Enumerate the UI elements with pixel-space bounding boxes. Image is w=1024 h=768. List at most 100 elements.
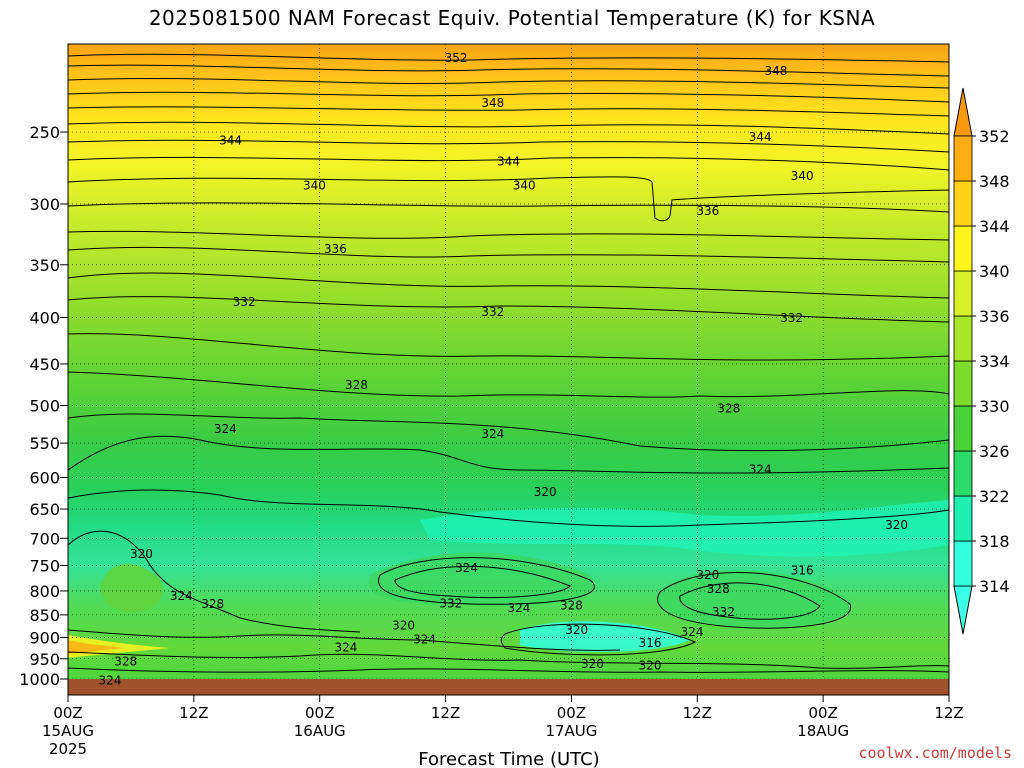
field-features xyxy=(68,500,949,658)
x-tick-label: 12Z xyxy=(179,704,208,722)
x-tick-label: 00Z xyxy=(53,704,82,722)
contour-label: 324 xyxy=(334,640,357,654)
contour-label: 340 xyxy=(303,179,326,193)
colorbar-tick-label: 344 xyxy=(979,217,1010,236)
contour-line xyxy=(68,435,949,474)
contour-label: 324 xyxy=(413,633,436,647)
x-tick-date: 16AUG xyxy=(294,722,346,740)
plot-area xyxy=(68,44,949,679)
y-tick-label: 1000 xyxy=(19,670,60,689)
contour-label: 324 xyxy=(749,462,772,476)
contour-label: 324 xyxy=(214,422,237,436)
contour-label: 320 xyxy=(581,657,604,671)
x-tick-label: 12Z xyxy=(683,704,712,722)
contour-line xyxy=(68,202,949,213)
contour-label: 332 xyxy=(780,311,803,325)
contour-line xyxy=(68,139,949,153)
colorbar-tick-label: 340 xyxy=(979,262,1010,281)
contour-line xyxy=(68,333,949,361)
contour-label: 328 xyxy=(114,654,137,668)
contour-line xyxy=(68,106,949,117)
orange-core-left xyxy=(68,640,125,654)
y-tick-label: 700 xyxy=(29,529,60,548)
y-tick-label: 450 xyxy=(29,355,60,374)
contour-line xyxy=(68,272,949,299)
x-tick-year: 2025 xyxy=(49,740,87,758)
contour-line xyxy=(68,629,621,651)
contour-line xyxy=(68,121,949,135)
x-tick-date: 15AUG xyxy=(42,722,94,740)
green-region-low xyxy=(368,552,595,606)
y-tick-label: 350 xyxy=(29,256,60,275)
x-tick-date: 18AUG xyxy=(797,722,849,740)
colorbar-band xyxy=(953,270,973,317)
contour-line xyxy=(68,64,949,77)
colorbar-band xyxy=(953,180,973,227)
contour-line xyxy=(500,623,697,656)
colorbar-tick-label: 334 xyxy=(979,352,1010,371)
contour-label: 324 xyxy=(98,673,121,687)
contour-line xyxy=(68,156,949,171)
x-tick-label: 00Z xyxy=(808,704,837,722)
colorbar-tick-label: 326 xyxy=(979,442,1010,461)
contour-line xyxy=(679,582,821,620)
y-tick-label: 600 xyxy=(29,468,60,487)
contour-line xyxy=(68,371,949,398)
yellow-core-left xyxy=(68,635,170,658)
contour-line xyxy=(657,572,851,629)
contour-label: 316 xyxy=(791,564,814,578)
contour-label: 336 xyxy=(324,242,347,256)
contour-line xyxy=(378,557,595,605)
colorbar-band xyxy=(953,540,973,587)
x-tick-label: 12Z xyxy=(431,704,460,722)
contour-label: 320 xyxy=(639,658,662,672)
contour-label: 324 xyxy=(508,601,531,615)
x-tick-label: 12Z xyxy=(934,704,963,722)
contour-label: 352 xyxy=(445,51,468,65)
y-axis: 250 300 350 400 450 500 550 600 650 700 750 800 850 9… xyxy=(19,123,68,689)
contour-label: 344 xyxy=(497,154,520,168)
colorbar-tick-label: 330 xyxy=(979,397,1010,416)
contour-line xyxy=(68,53,949,63)
colorbar-band xyxy=(953,225,973,272)
contour-label: 332 xyxy=(712,605,735,619)
contour-label: 324 xyxy=(481,427,504,441)
contour-label: 316 xyxy=(639,636,662,650)
y-tick-label: 800 xyxy=(29,582,60,601)
plot-frame xyxy=(67,43,950,696)
contour-label: 328 xyxy=(717,401,740,415)
contour-line xyxy=(68,667,949,673)
contour-label: 324 xyxy=(455,561,478,575)
contour-lines xyxy=(68,53,949,673)
contour-line xyxy=(68,296,949,323)
cyan-region-mid xyxy=(420,500,949,557)
contour-line xyxy=(68,246,949,263)
contour-label: 340 xyxy=(513,179,536,193)
contour-line xyxy=(68,489,949,527)
colorbar-tick-label: 348 xyxy=(979,172,1010,191)
colorbar-band xyxy=(953,405,973,452)
colorbar-over-arrow xyxy=(953,87,973,137)
colorbar-band xyxy=(953,450,973,497)
contour-label: 344 xyxy=(219,133,242,147)
colorbar-band xyxy=(953,495,973,542)
contour-label: 320 xyxy=(885,518,908,532)
contour-line xyxy=(68,530,361,633)
contour-label: 320 xyxy=(130,547,153,561)
contour-label: 332 xyxy=(233,295,256,309)
contour-label: 328 xyxy=(345,378,368,392)
contour-label: 328 xyxy=(201,597,224,611)
x-tick-label: 00Z xyxy=(305,704,334,722)
contour-labels: 352 348 348 344 344 344 340 340 340 336 336 332 332 3… xyxy=(98,51,908,687)
colorbar-tick-label: 318 xyxy=(979,532,1010,551)
contour-label: 328 xyxy=(560,599,583,613)
contour-label: 320 xyxy=(392,618,415,632)
y-tick-label: 300 xyxy=(29,195,60,214)
y-tick-label: 950 xyxy=(29,650,60,669)
x-tick-date: 17AUG xyxy=(545,722,597,740)
ground-strip xyxy=(68,679,949,695)
contour-line xyxy=(68,91,949,103)
y-tick-label: 850 xyxy=(29,606,60,625)
contour-label: 320 xyxy=(696,568,719,582)
